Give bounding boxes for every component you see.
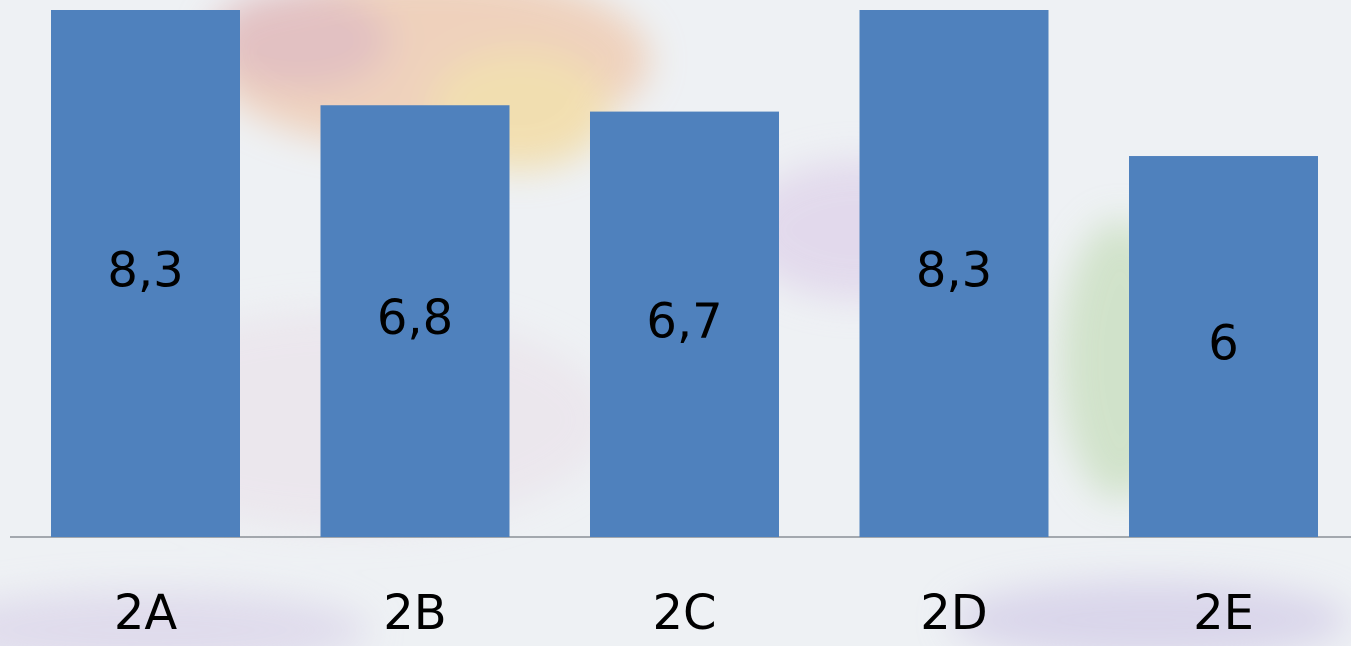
data-label: 6,8 <box>377 290 453 346</box>
x-tick-label: 2C <box>652 585 716 641</box>
chart: 8,3 2A 6,8 2B 6,7 2C 8,3 2D 6 2E <box>0 0 1351 646</box>
x-tick-label: 2B <box>383 585 446 641</box>
data-label: 6,7 <box>646 293 722 349</box>
data-label: 8,3 <box>107 243 183 299</box>
data-label: 8,3 <box>916 243 992 299</box>
data-label: 6 <box>1208 316 1239 372</box>
x-tick-label: 2E <box>1193 585 1254 641</box>
x-tick-label: 2A <box>114 585 178 641</box>
x-tick-label: 2D <box>920 585 988 641</box>
